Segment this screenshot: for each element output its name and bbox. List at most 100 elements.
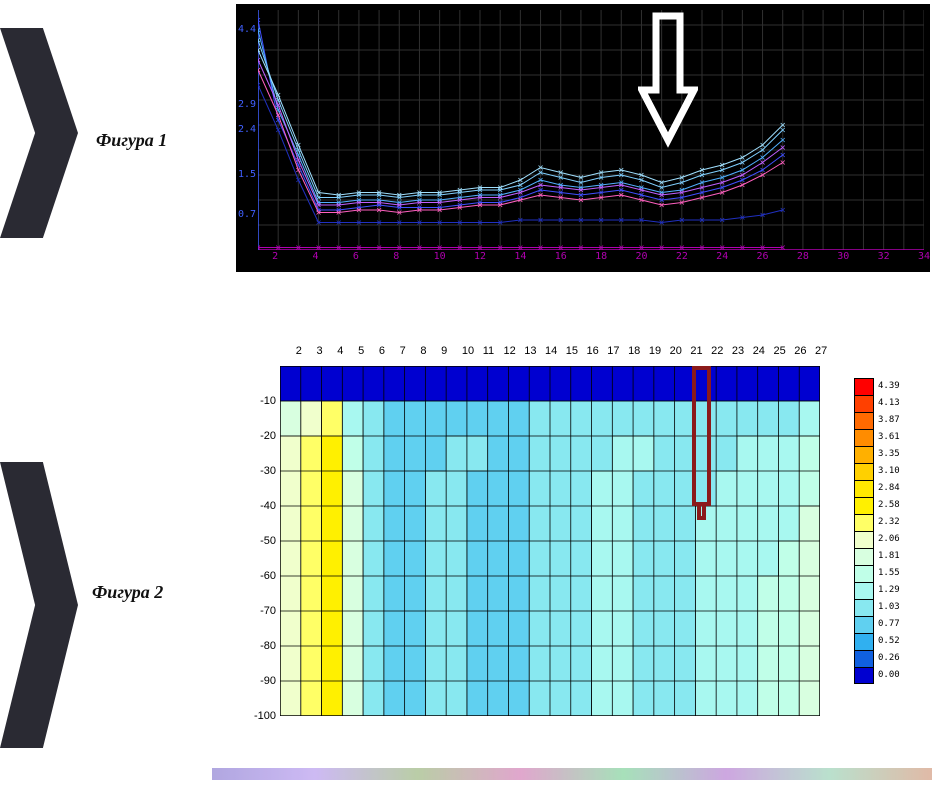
legend-row: 0.77 xyxy=(854,616,914,633)
chart-1-xtick: 8 xyxy=(393,252,399,262)
chart-1-xtick: 4 xyxy=(313,252,319,262)
legend-value: 3.61 xyxy=(878,433,900,442)
chart-1-xtick: 28 xyxy=(797,252,809,262)
chart-2-ytick: -30 xyxy=(240,466,276,477)
chart-2-ytick: -50 xyxy=(240,536,276,547)
chart-2-xtick: 27 xyxy=(815,346,827,357)
legend-row: 2.58 xyxy=(854,497,914,514)
legend-swatch xyxy=(854,463,874,480)
legend-row: 1.03 xyxy=(854,599,914,616)
legend-swatch xyxy=(854,616,874,633)
legend-swatch xyxy=(854,582,874,599)
chart-1-xtick: 30 xyxy=(837,252,849,262)
chart-2-x-axis: 2345678910111213141516171819202122232425… xyxy=(280,346,820,364)
chart-2-ytick: -100 xyxy=(240,711,276,722)
chart-2-ytick: -70 xyxy=(240,606,276,617)
left-chevron-top xyxy=(0,28,78,238)
legend-swatch xyxy=(854,565,874,582)
chart-2-xtick: 17 xyxy=(607,346,619,357)
chart-2-xtick: 14 xyxy=(545,346,557,357)
chart-2-xtick: 15 xyxy=(566,346,578,357)
chart-1-xtick: 10 xyxy=(434,252,446,262)
legend-value: 1.29 xyxy=(878,586,900,595)
chart-2-xtick: 12 xyxy=(503,346,515,357)
chart-2-xtick: 9 xyxy=(441,346,447,357)
legend-value: 0.26 xyxy=(878,654,900,663)
legend-row: 2.32 xyxy=(854,514,914,531)
chart-2-xtick: 6 xyxy=(379,346,385,357)
legend-value: 0.77 xyxy=(878,620,900,629)
legend-value: 3.10 xyxy=(878,467,900,476)
legend-row: 3.87 xyxy=(854,412,914,429)
legend-swatch xyxy=(854,412,874,429)
legend-swatch xyxy=(854,548,874,565)
chart-2-plot xyxy=(280,366,820,716)
legend-row: 0.00 xyxy=(854,667,914,684)
chart-2-xtick: 16 xyxy=(587,346,599,357)
chart-1-xtick: 20 xyxy=(635,252,647,262)
chart-1-ytick: 4.4 xyxy=(238,25,256,35)
chart-2-xtick: 3 xyxy=(317,346,323,357)
chart-2-ytick: -80 xyxy=(240,641,276,652)
chart-2-xtick: 7 xyxy=(400,346,406,357)
chart-2-xtick: 8 xyxy=(420,346,426,357)
chart-1-xtick: 16 xyxy=(555,252,567,262)
legend-value: 1.55 xyxy=(878,569,900,578)
chart-1-y-axis: 0.71.52.42.94.4 xyxy=(238,10,258,250)
legend-swatch xyxy=(854,514,874,531)
chart-1-xtick: 14 xyxy=(514,252,526,262)
chart-2-y-axis: -10-20-30-40-50-60-70-80-90-100 xyxy=(238,366,278,716)
chart-1-xtick: 12 xyxy=(474,252,486,262)
legend-swatch xyxy=(854,633,874,650)
legend-swatch xyxy=(854,497,874,514)
legend-swatch xyxy=(854,378,874,395)
legend-value: 2.58 xyxy=(878,501,900,510)
chart-2-xtick: 26 xyxy=(794,346,806,357)
chart-2-xtick: 2 xyxy=(296,346,302,357)
chart-2-ytick: -90 xyxy=(240,676,276,687)
chart-2-xtick: 18 xyxy=(628,346,640,357)
legend-value: 4.13 xyxy=(878,399,900,408)
legend-row: 2.06 xyxy=(854,531,914,548)
bottom-strip xyxy=(212,768,932,780)
legend-value: 2.06 xyxy=(878,535,900,544)
chart-2-ytick: -20 xyxy=(240,431,276,442)
legend-swatch xyxy=(854,667,874,684)
chart-2-legend: 4.394.133.873.613.353.102.842.582.322.06… xyxy=(854,378,914,684)
chart-1: 246810121416182022242628303234 0.71.52.4… xyxy=(232,0,934,276)
legend-value: 1.81 xyxy=(878,552,900,561)
chart-2-xtick: 5 xyxy=(358,346,364,357)
chart-1-xtick: 2 xyxy=(272,252,278,262)
chart-2-xtick: 4 xyxy=(337,346,343,357)
left-chevron-bottom xyxy=(0,462,78,748)
callout-arrow-icon xyxy=(638,10,698,160)
legend-row: 3.10 xyxy=(854,463,914,480)
legend-value: 0.52 xyxy=(878,637,900,646)
chart-2-xtick: 20 xyxy=(670,346,682,357)
chart-2-xtick: 22 xyxy=(711,346,723,357)
legend-row: 4.13 xyxy=(854,395,914,412)
legend-swatch xyxy=(854,531,874,548)
chart-1-xtick: 26 xyxy=(757,252,769,262)
chart-1-ytick: 2.9 xyxy=(238,100,256,110)
figure-1-label: Фигура 1 xyxy=(96,130,167,151)
legend-row: 2.84 xyxy=(854,480,914,497)
chart-1-xtick: 24 xyxy=(716,252,728,262)
red-marker-base xyxy=(697,502,706,520)
legend-value: 4.39 xyxy=(878,382,900,391)
legend-row: 0.26 xyxy=(854,650,914,667)
chart-2-xtick: 10 xyxy=(462,346,474,357)
chart-1-xtick: 34 xyxy=(918,252,930,262)
legend-value: 0.00 xyxy=(878,671,900,680)
chart-1-xtick: 18 xyxy=(595,252,607,262)
legend-row: 0.52 xyxy=(854,633,914,650)
legend-row: 1.29 xyxy=(854,582,914,599)
chart-1-x-axis: 246810121416182022242628303234 xyxy=(258,252,924,268)
legend-value: 2.84 xyxy=(878,484,900,493)
chart-1-ytick: 2.4 xyxy=(238,125,256,135)
red-marker xyxy=(692,366,711,506)
legend-swatch xyxy=(854,395,874,412)
legend-row: 4.39 xyxy=(854,378,914,395)
legend-value: 1.03 xyxy=(878,603,900,612)
chart-2-xtick: 19 xyxy=(649,346,661,357)
